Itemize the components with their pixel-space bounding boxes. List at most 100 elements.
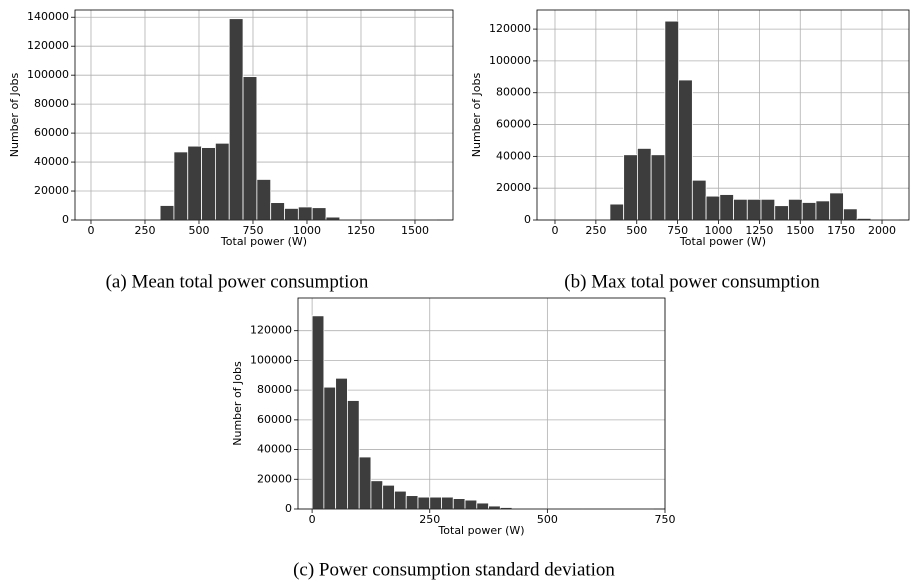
bar [636, 148, 652, 221]
bar [719, 194, 734, 221]
y-tick-label: 80000 [34, 97, 69, 110]
y-tick-label: 80000 [496, 86, 531, 99]
bar [760, 198, 776, 221]
bar [705, 195, 721, 221]
x-tick-label: 0 [309, 513, 316, 526]
bar [488, 505, 501, 510]
x-tick-label: 0 [551, 224, 558, 237]
bar [788, 198, 803, 221]
x-tick-label: 250 [585, 224, 606, 237]
bar [159, 205, 175, 221]
caption: (c) Power consumption standard deviation [293, 559, 615, 580]
bar [452, 498, 466, 510]
y-tick-label: 140000 [27, 10, 69, 23]
y-tick-label: 60000 [496, 118, 531, 131]
caption: (b) Max total power consumption [564, 271, 820, 292]
bar [325, 216, 341, 221]
x-axis-label: Total power (W) [220, 235, 307, 248]
bar [829, 192, 844, 221]
x-tick-label: 1250 [347, 224, 375, 237]
y-axis-label: Number of Jobs [8, 73, 21, 158]
bar [242, 76, 258, 221]
bar [347, 400, 360, 510]
bar [323, 386, 337, 510]
bar [843, 208, 858, 221]
bar [201, 147, 216, 221]
bar [733, 198, 748, 221]
x-tick-label: 750 [242, 224, 263, 237]
bar [394, 490, 407, 510]
y-tick-label: 20000 [496, 181, 531, 194]
y-tick-label: 0 [285, 502, 292, 515]
bar [297, 206, 313, 221]
bar [311, 315, 325, 510]
plot-frame [536, 9, 910, 221]
bar [609, 203, 625, 221]
bar [270, 202, 285, 221]
bar [187, 145, 202, 221]
y-tick-label: 0 [524, 213, 531, 226]
x-tick-label: 1250 [745, 224, 773, 237]
y-tick-label: 120000 [250, 324, 292, 337]
bar [746, 198, 762, 221]
y-tick-label: 40000 [34, 155, 69, 168]
y-tick-label: 120000 [489, 22, 531, 35]
x-tick-label: 2000 [868, 224, 896, 237]
bar [623, 154, 638, 221]
x-tick-label: 1000 [293, 224, 321, 237]
y-axis-label: Number of Jobs [231, 361, 244, 446]
bar [691, 179, 707, 221]
y-tick-label: 20000 [34, 184, 69, 197]
x-tick-label: 0 [87, 224, 94, 237]
x-tick-label: 500 [537, 513, 558, 526]
bar [311, 207, 327, 221]
y-tick-label: 40000 [496, 149, 531, 162]
bar [417, 496, 431, 510]
bar [405, 495, 419, 510]
bar [256, 179, 272, 221]
caption: (a) Mean total power consumption [106, 271, 369, 292]
x-axis-label: Total power (W) [679, 235, 766, 248]
x-tick-label: 750 [667, 224, 688, 237]
x-tick-label: 500 [626, 224, 647, 237]
y-axis-label: Number of Jobs [470, 73, 483, 158]
y-tick-label: 100000 [489, 54, 531, 67]
y-tick-label: 0 [62, 213, 69, 226]
x-tick-label: 250 [134, 224, 155, 237]
plot-frame [297, 297, 666, 510]
x-tick-label: 250 [419, 513, 440, 526]
bar [429, 496, 442, 510]
x-tick-label: 1500 [401, 224, 429, 237]
y-tick-label: 120000 [27, 39, 69, 52]
bar [358, 456, 372, 510]
plot-frame [74, 9, 454, 221]
y-tick-label: 20000 [257, 472, 292, 485]
y-tick-label: 100000 [27, 68, 69, 81]
x-tick-label: 750 [655, 513, 676, 526]
bar [173, 151, 189, 221]
y-tick-label: 40000 [257, 443, 292, 456]
x-tick-label: 1000 [705, 224, 733, 237]
bar [370, 480, 384, 510]
x-tick-label: 1750 [827, 224, 855, 237]
bar [284, 208, 299, 221]
y-tick-label: 60000 [34, 126, 69, 139]
y-tick-label: 100000 [250, 353, 292, 366]
bar [678, 79, 693, 221]
bar [335, 377, 348, 510]
x-axis-label: Total power (W) [437, 524, 524, 537]
bar [228, 18, 244, 221]
y-tick-label: 60000 [257, 413, 292, 426]
x-tick-label: 1500 [786, 224, 814, 237]
bar [650, 154, 666, 221]
bar [214, 142, 230, 221]
bar [815, 200, 831, 221]
bar [476, 502, 489, 510]
bar [801, 202, 817, 221]
y-tick-label: 80000 [257, 383, 292, 396]
bar [441, 496, 454, 510]
bar [774, 205, 789, 221]
x-tick-label: 500 [188, 224, 209, 237]
